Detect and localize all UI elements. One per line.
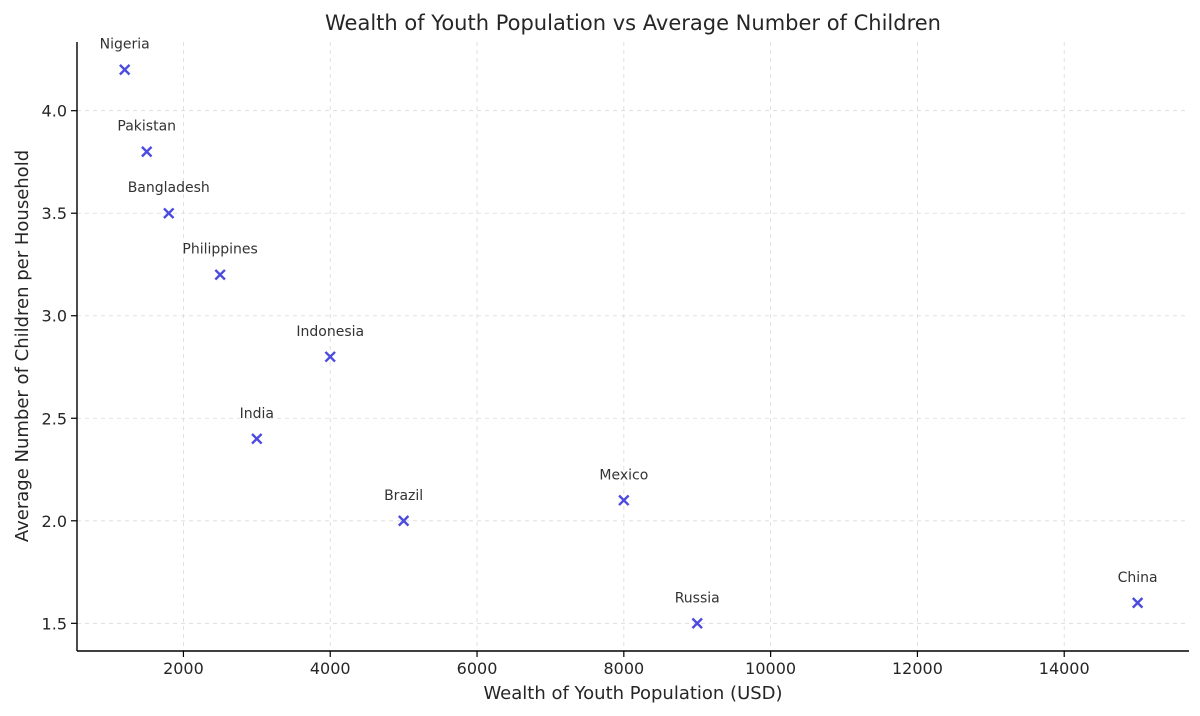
x-marker bbox=[141, 146, 153, 158]
data-point-mexico: Mexico bbox=[599, 467, 648, 506]
point-label: Philippines bbox=[182, 242, 257, 258]
x-marker bbox=[618, 494, 630, 506]
data-point-philippines: Philippines bbox=[182, 242, 258, 281]
y-tick-label: 3.0 bbox=[42, 307, 67, 326]
x-marker bbox=[214, 269, 226, 281]
grid-lines bbox=[77, 42, 1189, 651]
y-axis-label: Average Number of Children per Household bbox=[12, 150, 33, 542]
data-point-russia: Russia bbox=[675, 590, 720, 629]
point-label: Pakistan bbox=[117, 119, 176, 135]
x-marker bbox=[324, 351, 336, 363]
y-tick-label: 3.5 bbox=[42, 204, 67, 223]
y-tick-label: 1.5 bbox=[42, 614, 67, 633]
x-marker bbox=[691, 617, 703, 629]
x-marker bbox=[163, 207, 175, 219]
chart-title: Wealth of Youth Population vs Average Nu… bbox=[325, 11, 941, 35]
x-marker bbox=[1131, 597, 1144, 609]
x-axis-label: Wealth of Youth Population (USD) bbox=[483, 683, 782, 704]
x-tick-label: 2000 bbox=[163, 659, 204, 678]
x-tick-label: 6000 bbox=[457, 659, 498, 678]
axes bbox=[76, 42, 1189, 652]
axis-ticks: 2000 4000 6000 8000 10000 12000 14000 1.5 2.0 2.5… bbox=[42, 102, 1090, 678]
x-marker bbox=[251, 433, 263, 445]
y-tick-label: 2.0 bbox=[42, 512, 67, 531]
x-marker bbox=[397, 515, 410, 527]
y-tick-label: 4.0 bbox=[42, 102, 67, 121]
point-label: Bangladesh bbox=[128, 180, 210, 196]
x-tick-label: 14000 bbox=[1039, 659, 1090, 678]
point-label: Mexico bbox=[599, 467, 648, 483]
data-point-nigeria: Nigeria bbox=[100, 37, 150, 76]
y-tick-label: 2.5 bbox=[42, 409, 67, 428]
point-label: Brazil bbox=[384, 488, 423, 504]
point-label: China bbox=[1118, 570, 1158, 586]
x-tick-label: 10000 bbox=[745, 659, 796, 678]
data-point-bangladesh: Bangladesh bbox=[128, 180, 210, 219]
data-point-china: China bbox=[1118, 570, 1158, 609]
x-marker bbox=[119, 64, 131, 76]
data-points: Nigeria Pakistan Bangladesh Philippines Indo… bbox=[100, 37, 1158, 629]
point-label: Nigeria bbox=[100, 37, 150, 53]
data-point-india: India bbox=[240, 406, 274, 445]
point-label: Russia bbox=[675, 590, 720, 606]
data-point-brazil: Brazil bbox=[384, 488, 423, 527]
point-label: Indonesia bbox=[296, 324, 364, 340]
x-tick-label: 4000 bbox=[310, 659, 351, 678]
data-point-indonesia: Indonesia bbox=[296, 324, 364, 363]
data-point-pakistan: Pakistan bbox=[117, 119, 176, 158]
point-label: India bbox=[240, 406, 274, 422]
x-tick-label: 12000 bbox=[892, 659, 943, 678]
x-tick-label: 8000 bbox=[603, 659, 644, 678]
